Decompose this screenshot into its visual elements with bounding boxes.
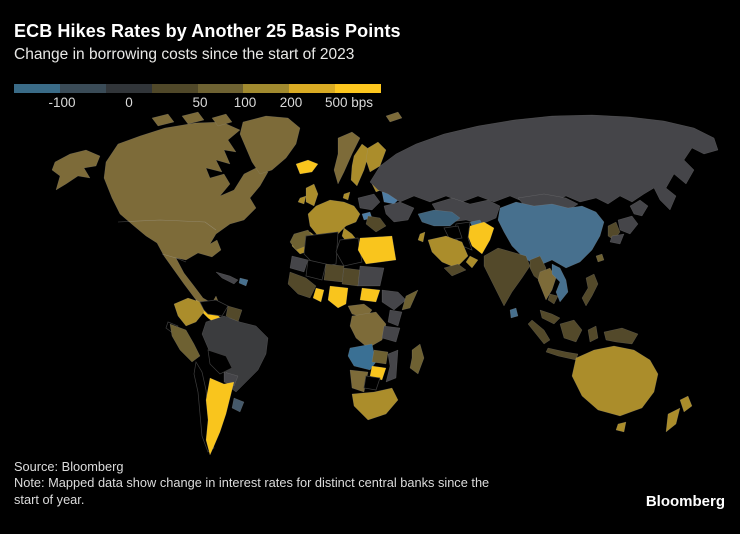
country-israel <box>417 231 426 243</box>
country-svalbard <box>385 111 403 123</box>
country-yemen <box>443 263 467 277</box>
country-angola <box>347 343 377 371</box>
country-alaska <box>51 149 101 191</box>
country-arctic-islands <box>151 111 233 127</box>
legend-label: 200 <box>279 95 303 110</box>
country-ethiopia <box>381 289 407 311</box>
country-egypt <box>357 235 397 265</box>
country-mozambique <box>385 349 399 383</box>
country-venezuela <box>199 299 229 317</box>
country-dominican-republic <box>238 277 249 287</box>
legend-segment-5 <box>197 84 244 93</box>
note-line-1: Note: Mapped data show change in interes… <box>14 475 490 491</box>
country-taiwan <box>595 253 605 263</box>
country-zimbabwe <box>369 365 387 381</box>
country-china <box>497 201 605 269</box>
country-denmark <box>342 191 351 201</box>
country-thailand <box>537 267 557 301</box>
country-russia <box>369 114 719 211</box>
legend-color-bar <box>14 84 381 93</box>
country-peru <box>169 323 201 363</box>
country-japan <box>609 199 649 245</box>
region-west-africa <box>287 271 317 299</box>
region-laos-vietnam <box>551 263 569 303</box>
country-namibia <box>349 369 369 393</box>
country-papua-new-guinea <box>603 327 639 345</box>
country-niger <box>323 263 345 283</box>
country-argentina <box>205 377 235 456</box>
country-sri-lanka <box>509 307 519 319</box>
region-euro-area-mainland <box>307 199 361 243</box>
legend-segment-1 <box>14 84 60 93</box>
us-mexico-border <box>161 253 187 263</box>
us-canada-border <box>117 219 217 231</box>
country-paraguay <box>223 371 239 387</box>
country-uruguay <box>231 397 245 413</box>
legend-label: 0 <box>125 95 133 110</box>
country-turkey <box>417 209 461 227</box>
legend-segment-2 <box>59 84 106 93</box>
country-sudan <box>357 265 385 287</box>
country-poland <box>357 193 381 211</box>
country-philippines <box>581 273 599 307</box>
country-united-kingdom <box>305 183 319 207</box>
country-dr-congo <box>349 311 387 349</box>
legend-segment-3 <box>105 84 152 93</box>
country-ireland <box>297 195 307 205</box>
legend-segment-8 <box>335 84 381 93</box>
legend-segment-4 <box>151 84 198 93</box>
country-norway <box>333 131 361 185</box>
note-line-2: start of year. <box>14 491 85 507</box>
country-new-zealand <box>665 395 693 433</box>
country-greenland <box>239 115 301 175</box>
footer-notes: Source: Bloomberg Note: Mapped data show… <box>14 459 489 508</box>
country-saudi-arabia <box>427 235 469 269</box>
country-south-africa <box>351 387 399 421</box>
country-tasmania <box>615 421 627 433</box>
country-nigeria <box>327 285 349 309</box>
country-canada-us-mexico <box>103 121 269 311</box>
country-sweden <box>350 143 371 187</box>
country-kenya <box>387 309 403 327</box>
country-oman <box>465 255 479 269</box>
legend-label: 100 <box>233 95 257 110</box>
legend-label: 50 <box>192 95 208 110</box>
country-mali <box>305 259 327 281</box>
world-choropleth-map <box>51 111 719 456</box>
bloomberg-logo: Bloomberg <box>645 493 725 510</box>
country-bolivia <box>207 349 233 375</box>
legend-segment-7 <box>289 84 336 93</box>
chart-title: ECB Hikes Rates by Another 25 Basis Poin… <box>14 21 401 41</box>
legend-label: 500 bps <box>324 95 374 110</box>
country-libya <box>335 237 363 267</box>
country-india <box>483 247 531 307</box>
country-iraq <box>443 225 463 241</box>
country-chad <box>341 267 361 287</box>
country-mauritania <box>289 255 309 273</box>
legend-label: -100 <box>48 95 76 110</box>
country-madagascar <box>409 343 425 375</box>
region-romania-balkans <box>365 215 387 233</box>
country-cuba <box>215 271 239 285</box>
country-iceland <box>295 159 319 175</box>
chart-subtitle: Change in borrowing costs since the star… <box>14 46 355 63</box>
country-colombia <box>173 297 205 327</box>
country-cambodia <box>547 293 559 305</box>
country-somalia <box>401 289 419 311</box>
country-ukraine <box>383 201 415 223</box>
country-zambia <box>371 349 389 365</box>
country-tanzania <box>381 325 401 343</box>
legend-tick-labels: -100 0 50 100 200 500 bps <box>0 95 740 111</box>
country-botswana <box>363 375 381 391</box>
legend-segment-6 <box>243 84 290 93</box>
country-ghana <box>312 287 325 303</box>
source-line: Source: Bloomberg <box>14 459 124 474</box>
country-south-sudan <box>359 287 381 303</box>
country-pakistan <box>467 221 495 255</box>
country-australia <box>571 345 659 417</box>
country-malaysia <box>539 309 561 325</box>
